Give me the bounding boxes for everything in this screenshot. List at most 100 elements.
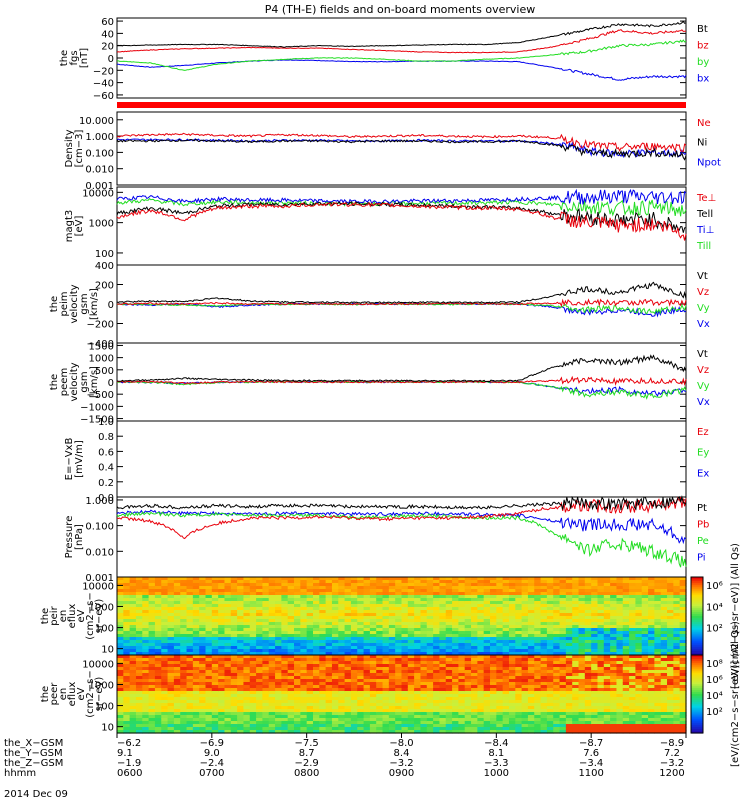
spectrogram-cell [420, 616, 428, 620]
spectrogram-cell [129, 604, 137, 608]
spectrogram-cell [407, 709, 415, 713]
spectrogram-cell [395, 631, 403, 635]
spectrogram-cell [173, 646, 181, 650]
spectrogram-cell [243, 595, 251, 599]
spectrogram-cell [256, 718, 264, 722]
spectrogram-cell [268, 703, 276, 707]
spectrogram-cell [496, 676, 504, 680]
spectrogram-cell [616, 655, 624, 659]
spectrogram-cell [154, 661, 162, 665]
spectrogram-cell [275, 661, 282, 665]
spectrogram-cell [584, 628, 592, 632]
spectrogram-cell [357, 667, 365, 671]
spectrogram-cell [230, 700, 238, 704]
spectrogram-cell [641, 577, 649, 581]
spectrogram-cell [363, 589, 371, 593]
spectrogram-cell [199, 589, 207, 593]
spectrogram-cell [471, 700, 478, 704]
spectrogram-cell [471, 616, 478, 620]
spectrogram-cell [287, 655, 295, 659]
y-tick-label: 100 [95, 624, 114, 635]
spectrogram-cell [603, 712, 611, 716]
spectrogram-cell [369, 613, 377, 617]
spectrogram-cell [211, 619, 219, 623]
spectrogram-cell [553, 724, 561, 728]
spectrogram-cell [154, 670, 162, 674]
spectrogram-cell [357, 604, 365, 608]
spectrogram-cell [458, 643, 466, 647]
spectrogram-cell [502, 628, 510, 632]
spectrogram-cell [471, 595, 478, 599]
spectrogram-cell [306, 721, 314, 725]
spectrogram-cell [603, 580, 611, 584]
spectrogram-cell [401, 580, 409, 584]
spectrogram-cell [508, 577, 516, 581]
spectrogram-cell [129, 712, 137, 716]
spectrogram-cell [135, 622, 143, 626]
spectrogram-cell [123, 655, 131, 659]
spectrogram-cell [382, 592, 390, 596]
spectrogram-cell [401, 682, 409, 686]
spectrogram-cell [262, 667, 270, 671]
spectrogram-cell [629, 619, 637, 623]
spectrogram-cell [256, 685, 264, 689]
spectrogram-cell [142, 655, 150, 659]
spectrogram-cell [395, 685, 403, 689]
spectrogram-cell [445, 628, 453, 632]
spectrogram-cell [287, 607, 295, 611]
spectrogram-cell [439, 643, 447, 647]
spectrogram-cell [654, 580, 662, 584]
spectrogram-cell [350, 610, 358, 614]
spectrogram-cell [154, 718, 162, 722]
spectrogram-cell [433, 667, 441, 671]
spectrogram-cell [249, 628, 257, 632]
spectrogram-cell [376, 652, 384, 656]
spectrogram-cell [654, 601, 662, 605]
spectrogram-cell [629, 715, 637, 719]
spectrogram-cell [483, 712, 491, 716]
spectrogram-cell [129, 688, 137, 692]
y-axis-label: [km/s] [89, 366, 100, 398]
spectrogram-cell [395, 730, 403, 734]
spectrogram-cell [641, 685, 649, 689]
spectrogram-cell [565, 676, 573, 680]
spectrogram-cell [167, 598, 175, 602]
spectrogram-cell [173, 583, 181, 587]
spectrogram-cell [186, 670, 194, 674]
spectrogram-cell [148, 634, 156, 638]
spectrogram-cell [319, 583, 327, 587]
spectrogram-cell [635, 661, 643, 665]
spectrogram-cell [268, 685, 276, 689]
spectrogram-cell [338, 649, 346, 653]
spectrogram-cell [622, 643, 630, 647]
spectrogram-cell [490, 724, 497, 728]
spectrogram-cell [205, 622, 213, 626]
spectrogram-cell [192, 658, 200, 662]
spectrogram-cell [471, 682, 478, 686]
spectrogram-cell [369, 646, 377, 650]
spectrogram-cell [369, 598, 377, 602]
spectrogram-cell [331, 721, 339, 725]
spectrogram-cell [180, 688, 188, 692]
spectrogram-cell [597, 583, 605, 587]
spectrogram-cell [357, 691, 365, 695]
spectrogram-cell [256, 601, 264, 605]
spectrogram-cell [382, 730, 390, 734]
spectrogram-cell [180, 670, 188, 674]
spectrogram-cell [230, 625, 238, 629]
spectrogram-cell [477, 652, 485, 656]
spectrogram-cell [584, 619, 592, 623]
spectrogram-cell [218, 649, 226, 653]
spectrogram-cell [559, 601, 567, 605]
spectrogram-cell [458, 673, 466, 677]
spectrogram-cell [572, 625, 580, 629]
spectrogram-cell [490, 658, 497, 662]
spectrogram-cell [407, 697, 415, 701]
spectrogram-cell [471, 631, 478, 635]
spectrogram-cell [281, 718, 289, 722]
spectrogram-cell [218, 664, 226, 668]
spectrogram-cell [648, 661, 655, 665]
spectrogram-cell [306, 727, 314, 731]
spectrogram-cell [641, 664, 649, 668]
spectrogram-cell [420, 631, 428, 635]
